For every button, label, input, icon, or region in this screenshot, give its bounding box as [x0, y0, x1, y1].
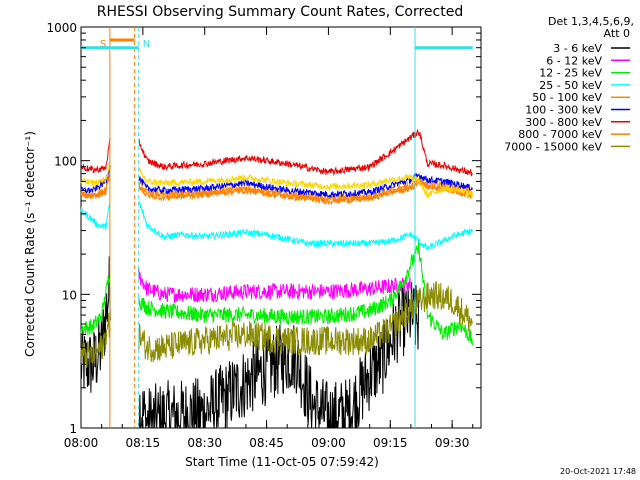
x-tick-label: 09:15 — [373, 436, 408, 450]
y-tick-label: 1 — [69, 422, 77, 436]
legend-label: 6 - 12 keV — [546, 54, 602, 67]
legend-label: 3 - 6 keV — [553, 42, 602, 55]
x-tick-label: 08:15 — [126, 436, 161, 450]
y-tick-label: 10 — [62, 288, 77, 302]
legend-label: 300 - 800 keV — [525, 116, 602, 129]
legend-label: 800 - 7000 keV — [518, 128, 602, 141]
x-tick-label: 08:30 — [187, 436, 222, 450]
legend-header-line-1: Det 1,3,4,5,6,9, — [548, 15, 634, 28]
footer-timestamp: 20-Oct-2021 17:48 — [560, 467, 636, 476]
legend-label: 7000 - 15000 keV — [504, 140, 602, 153]
series-line-800-7000- — [80, 174, 473, 206]
series-line-7000-15000- — [80, 281, 473, 369]
chart-title: RHESSI Observing Summary Count Rates, Co… — [97, 4, 463, 20]
x-tick-label: 08:00 — [64, 436, 99, 450]
legend-label: 25 - 50 keV — [539, 79, 602, 92]
x-tick-label: 09:30 — [435, 436, 470, 450]
series-line-unlabeled — [80, 160, 473, 199]
plot-frame — [80, 26, 482, 429]
y-axis-title: Corrected Count Rate (s⁻¹ detector⁻¹) — [23, 131, 37, 357]
legend-label: 12 - 25 keV — [539, 67, 602, 80]
x-tick-label: 08:45 — [249, 436, 284, 450]
legend-label: 50 - 100 keV — [532, 91, 602, 104]
series-line-300-800- — [81, 128, 473, 177]
y-tick-label: 1000 — [46, 21, 77, 35]
legend-label: 100 - 300 keV — [525, 104, 602, 117]
series-line-25-50- — [80, 200, 473, 252]
series-line-6-12- — [138, 268, 411, 304]
x-axis-title: Start Time (11-Oct-05 07:59:42) — [185, 455, 379, 469]
series-line-12-25- — [80, 242, 473, 346]
legend-header-line-2: Att 0 — [604, 27, 630, 40]
x-tick-label: 09:00 — [311, 436, 346, 450]
marker-N-label: N — [143, 39, 150, 50]
y-tick-label: 100 — [54, 155, 77, 169]
marker-S-label: S — [100, 39, 106, 50]
plot-area: S N 08:00 08:15 08:30 08:45 09:00 09:15 09:30 1 10… — [46, 21, 482, 450]
